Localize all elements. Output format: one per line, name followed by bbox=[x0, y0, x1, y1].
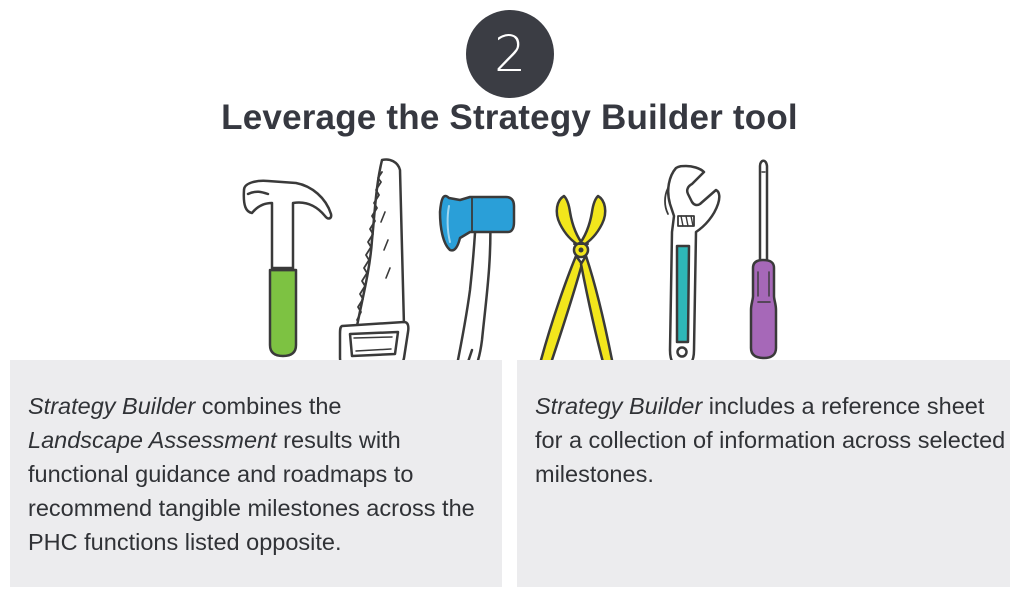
left-text-part2: results with functional guidance and roa… bbox=[28, 427, 475, 555]
wrench-icon bbox=[664, 164, 721, 369]
saw-icon bbox=[338, 158, 410, 370]
pliers-icon bbox=[539, 194, 614, 369]
left-text-part1: combines the bbox=[195, 393, 342, 419]
right-description-panel: Strategy Builder includes a reference sh… bbox=[517, 360, 1010, 587]
right-text-part1: includes a reference sheet for a collect… bbox=[535, 393, 1006, 487]
left-description-panel: Strategy Builder combines the Landscape A… bbox=[10, 360, 502, 587]
page-title: Leverage the Strategy Builder tool bbox=[221, 98, 798, 137]
left-description-text: Strategy Builder combines the Landscape A… bbox=[28, 389, 502, 559]
step-number: 2 bbox=[494, 25, 526, 83]
landscape-assessment-name: Landscape Assessment bbox=[28, 427, 277, 453]
hammer-icon bbox=[242, 179, 333, 358]
hammer-handle bbox=[268, 268, 298, 358]
strategy-builder-name: Strategy Builder bbox=[535, 393, 703, 419]
axe-icon bbox=[438, 194, 516, 379]
right-description-text: Strategy Builder includes a reference sh… bbox=[535, 389, 1010, 491]
strategy-builder-name: Strategy Builder bbox=[28, 393, 196, 419]
screwdriver-icon bbox=[749, 159, 778, 360]
step-number-badge: 2 bbox=[466, 10, 554, 98]
